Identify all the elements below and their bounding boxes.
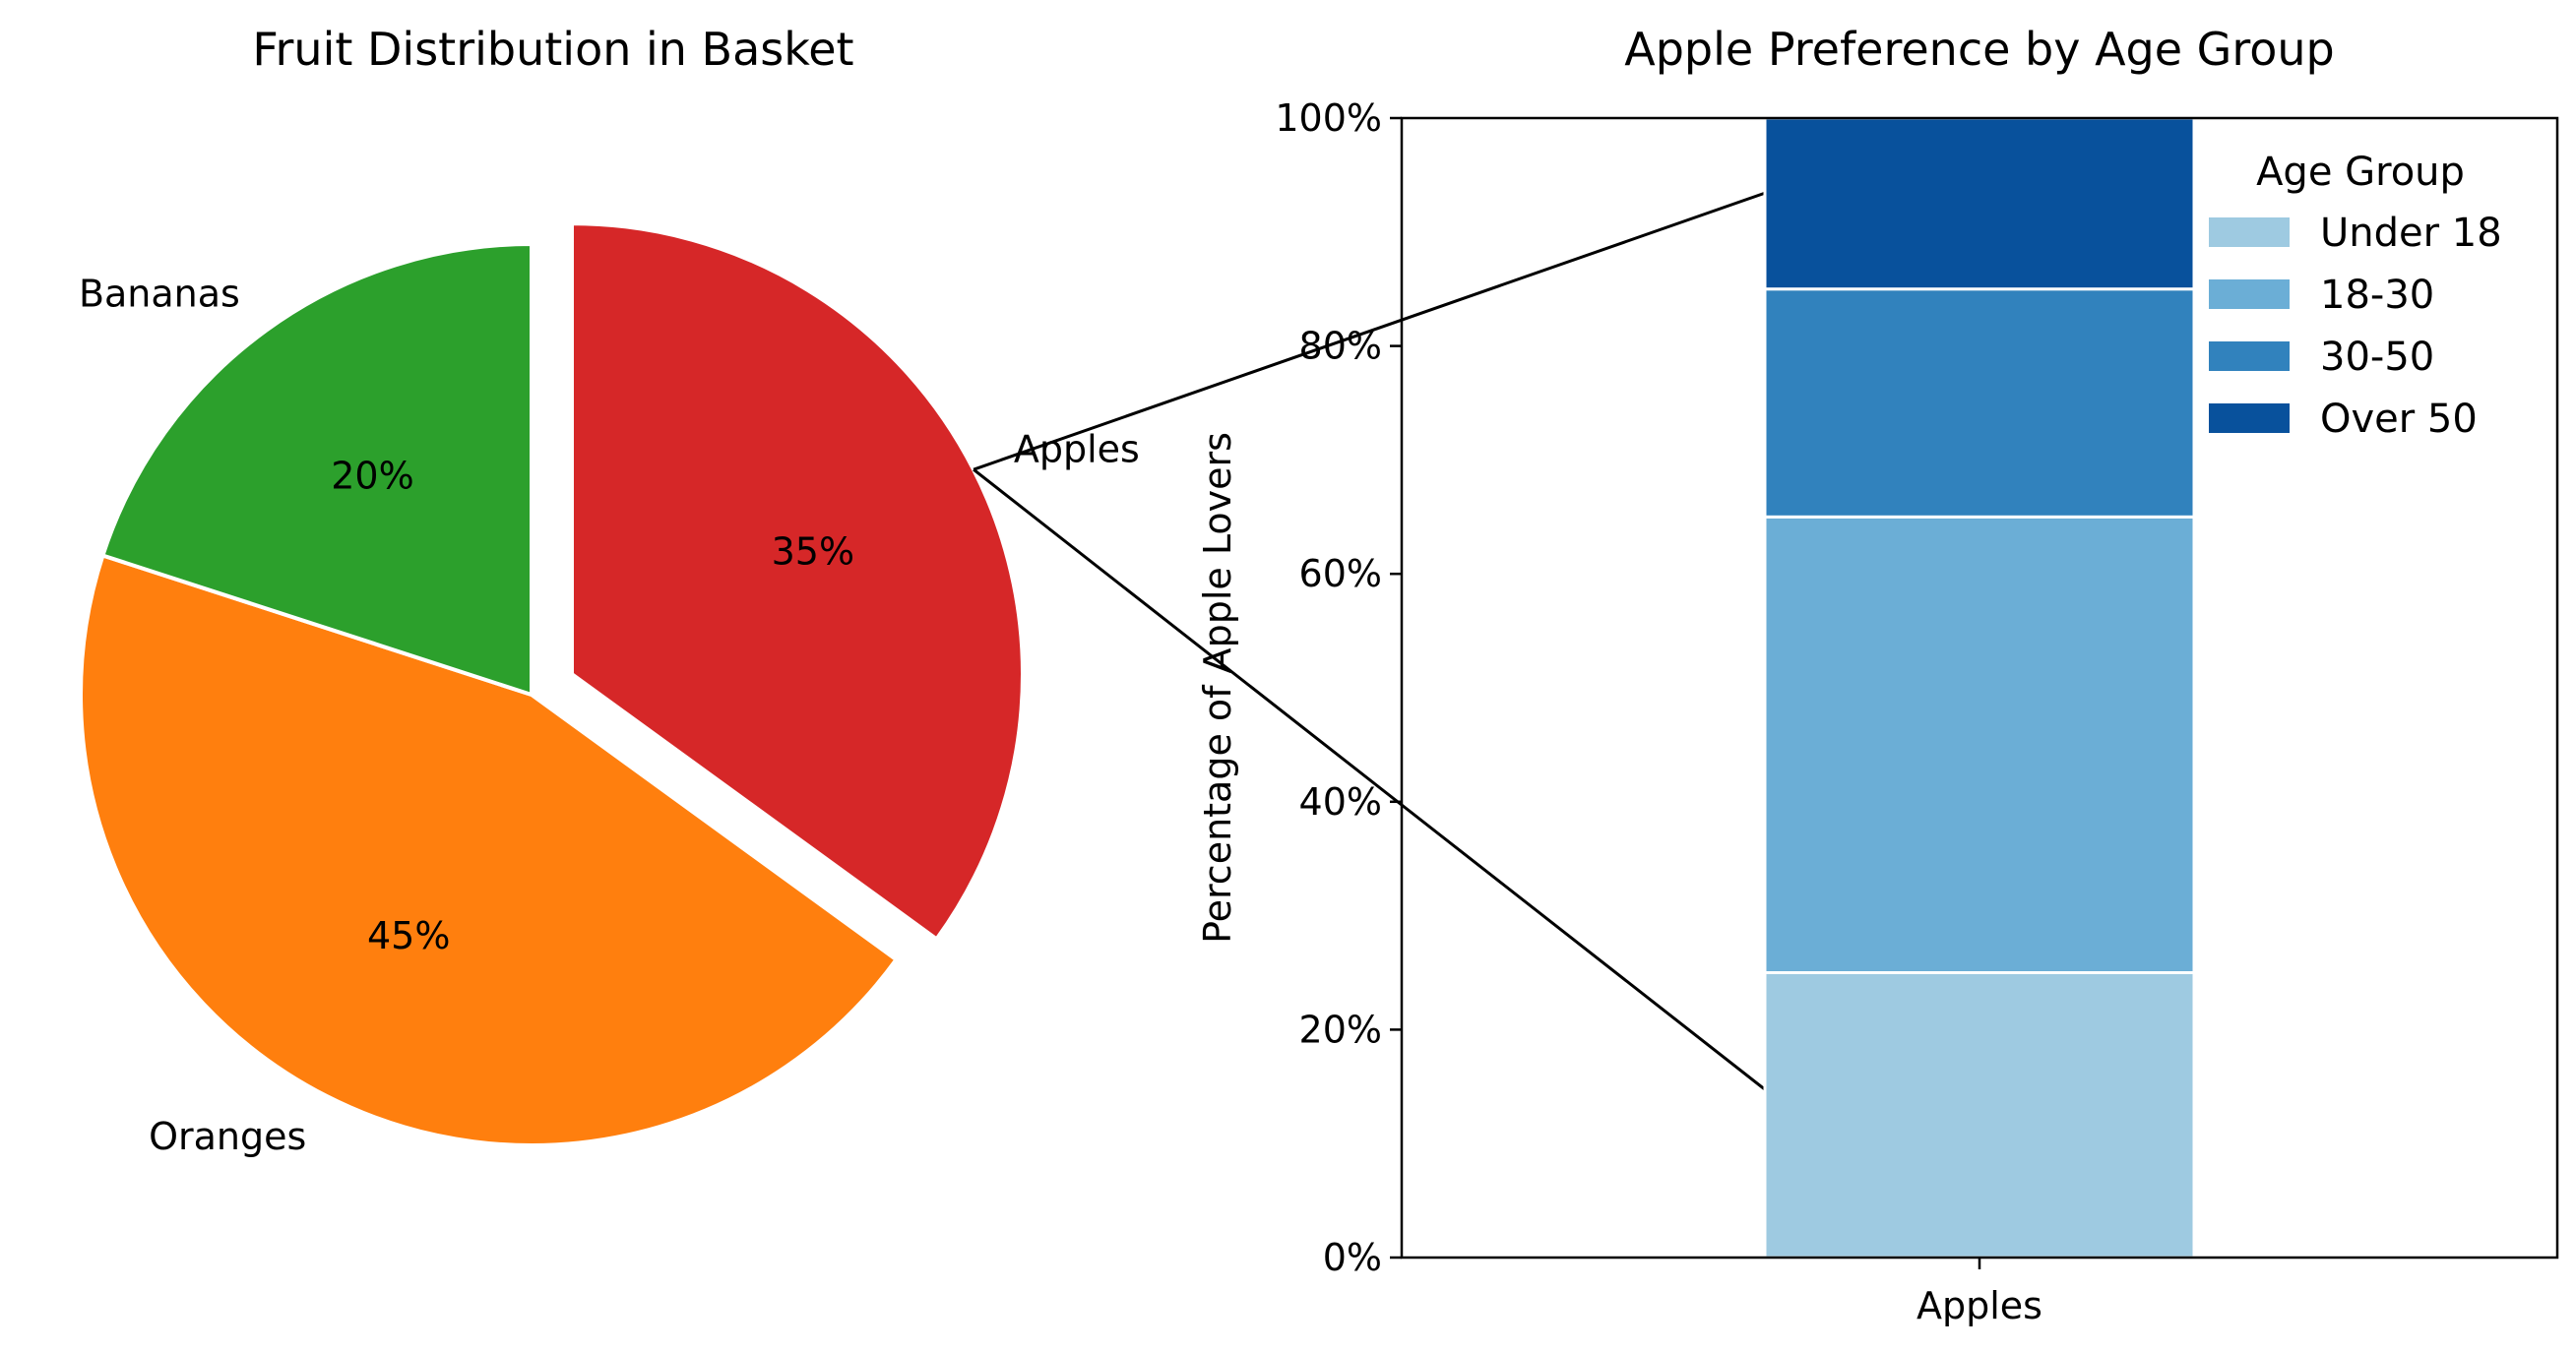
pie-label-bananas: Bananas bbox=[79, 272, 240, 315]
y-axis-label: Percentage of Apple Lovers bbox=[1196, 432, 1239, 944]
y-tick-label: 0% bbox=[1323, 1236, 1382, 1279]
pie-slice-oranges bbox=[79, 552, 900, 1147]
y-tick-label: 60% bbox=[1299, 552, 1382, 595]
legend-label-under-18: Under 18 bbox=[2320, 211, 2502, 256]
pie-pct-label-bananas: 20% bbox=[331, 455, 413, 498]
y-tick-label: 80% bbox=[1299, 325, 1382, 368]
bar-title: Apple Preference by Age Group bbox=[1624, 23, 2334, 76]
bar-segment-30-50 bbox=[1763, 287, 2196, 519]
legend-swatch-30-50 bbox=[2209, 341, 2290, 371]
y-tick-label: 100% bbox=[1275, 96, 1382, 140]
bar-segment-18-30 bbox=[1763, 515, 2196, 974]
bar-segment-over-50 bbox=[1763, 116, 2196, 291]
bar-segment-under-18 bbox=[1763, 971, 2196, 1260]
bar-segments bbox=[1763, 116, 2196, 1260]
bar-chart: Apple Preference by Age Group 0% 20% 40% 60… bbox=[1196, 23, 2559, 1327]
pie-slice-apples bbox=[569, 221, 1025, 943]
pie-title: Fruit Distribution in Basket bbox=[252, 23, 853, 76]
y-tick-label: 20% bbox=[1299, 1008, 1382, 1051]
y-axis-ticks: 0% 20% 40% 60% 80% 100% bbox=[1275, 96, 1402, 1279]
pie-slice-bananas bbox=[99, 241, 534, 698]
legend-swatch-under-18 bbox=[2209, 217, 2290, 247]
x-axis-ticks: Apples bbox=[1916, 1258, 2042, 1327]
y-tick-label: 40% bbox=[1299, 780, 1382, 824]
pie-pct-label-apples: 35% bbox=[772, 529, 854, 573]
pie-pct-label-oranges: 45% bbox=[367, 914, 450, 957]
legend-swatch-over-50 bbox=[2209, 403, 2290, 433]
pie-label-oranges: Oranges bbox=[149, 1115, 306, 1158]
legend-swatch-18-30 bbox=[2209, 279, 2290, 309]
legend-title: Age Group bbox=[2256, 150, 2465, 195]
legend-label-over-50: Over 50 bbox=[2320, 397, 2478, 442]
x-tick-label: Apples bbox=[1916, 1284, 2042, 1327]
legend-label-30-50: 30-50 bbox=[2320, 335, 2434, 380]
legend-items: Under 18 18-30 30-50 Over 50 bbox=[2209, 211, 2502, 442]
pie-chart: Fruit Distribution in Basket 35%Apples45… bbox=[79, 23, 1140, 1158]
legend-label-18-30: 18-30 bbox=[2320, 273, 2434, 318]
legend: Age Group Under 18 18-30 30-50 Over 50 bbox=[2209, 150, 2502, 442]
pie-slices bbox=[79, 221, 1025, 1147]
